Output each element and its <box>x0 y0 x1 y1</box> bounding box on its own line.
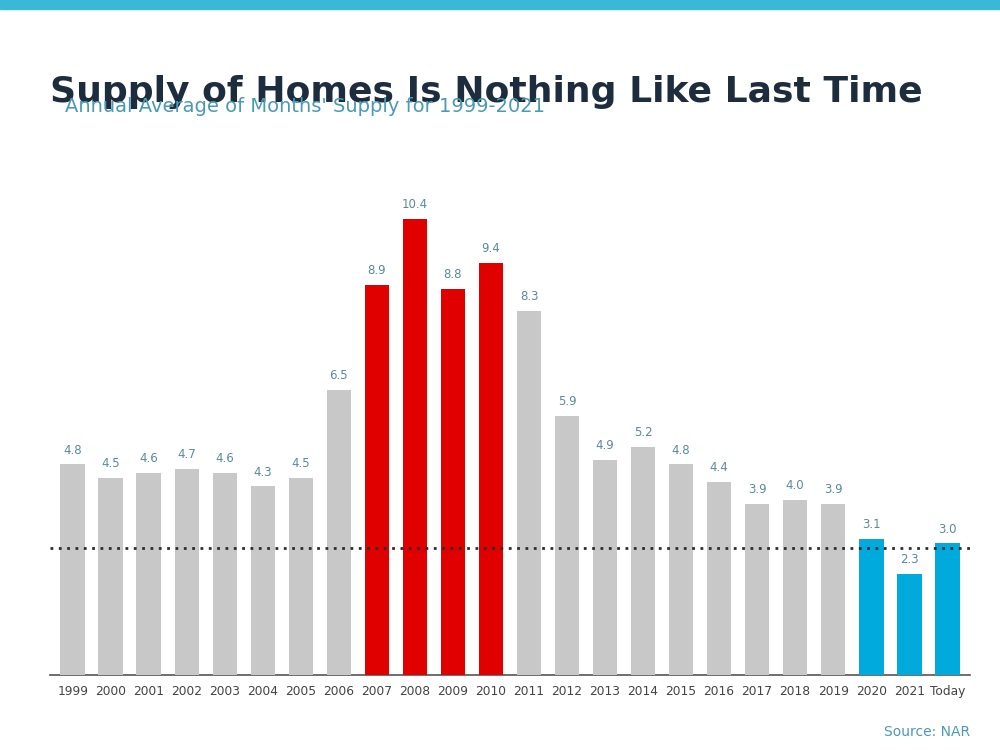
Text: 4.3: 4.3 <box>254 466 272 478</box>
Text: 3.1: 3.1 <box>862 518 880 531</box>
Text: 5.2: 5.2 <box>634 426 652 439</box>
Bar <box>213 473 237 675</box>
Text: 6.5: 6.5 <box>330 369 348 382</box>
Bar <box>631 447 655 675</box>
Bar <box>669 464 693 675</box>
Text: 4.7: 4.7 <box>177 448 196 461</box>
Text: 9.4: 9.4 <box>482 242 500 255</box>
Text: 4.6: 4.6 <box>216 452 234 465</box>
Bar <box>783 500 807 675</box>
Text: 2.3: 2.3 <box>900 554 918 566</box>
Text: Source: NAR: Source: NAR <box>884 724 970 739</box>
Text: 4.5: 4.5 <box>102 457 120 470</box>
Bar <box>745 504 769 675</box>
Bar <box>60 464 85 675</box>
Text: Supply of Homes Is Nothing Like Last Time: Supply of Homes Is Nothing Like Last Tim… <box>50 75 923 109</box>
Text: 5.9: 5.9 <box>558 395 576 408</box>
Text: 4.5: 4.5 <box>292 457 310 470</box>
Bar <box>289 478 313 675</box>
Text: 4.6: 4.6 <box>139 452 158 465</box>
Bar <box>403 219 427 675</box>
Bar <box>593 460 617 675</box>
Text: 10.4: 10.4 <box>402 198 428 211</box>
Text: 4.9: 4.9 <box>596 440 614 452</box>
Text: 4.4: 4.4 <box>710 461 728 474</box>
Bar <box>98 478 123 675</box>
Text: 3.0: 3.0 <box>938 523 956 536</box>
Bar <box>897 574 922 675</box>
Bar <box>327 390 351 675</box>
Bar <box>441 289 465 675</box>
Text: Annual Average of Months' Supply for 1999-2021: Annual Average of Months' Supply for 199… <box>65 98 545 116</box>
Text: 8.9: 8.9 <box>368 264 386 277</box>
Text: 4.0: 4.0 <box>786 478 804 492</box>
Bar <box>821 504 845 675</box>
Bar <box>935 544 960 675</box>
Bar <box>365 285 389 675</box>
Text: 4.8: 4.8 <box>63 443 82 457</box>
Bar <box>479 262 503 675</box>
Bar <box>555 416 579 675</box>
Text: 3.9: 3.9 <box>748 483 766 496</box>
Bar <box>136 473 161 675</box>
Text: 3.9: 3.9 <box>824 483 842 496</box>
Bar <box>859 539 884 675</box>
Bar <box>175 469 199 675</box>
Text: 8.3: 8.3 <box>520 290 538 303</box>
Bar <box>707 482 731 675</box>
Text: 8.8: 8.8 <box>444 268 462 281</box>
Bar <box>251 487 275 675</box>
Text: 4.8: 4.8 <box>672 443 690 457</box>
Bar <box>517 311 541 675</box>
